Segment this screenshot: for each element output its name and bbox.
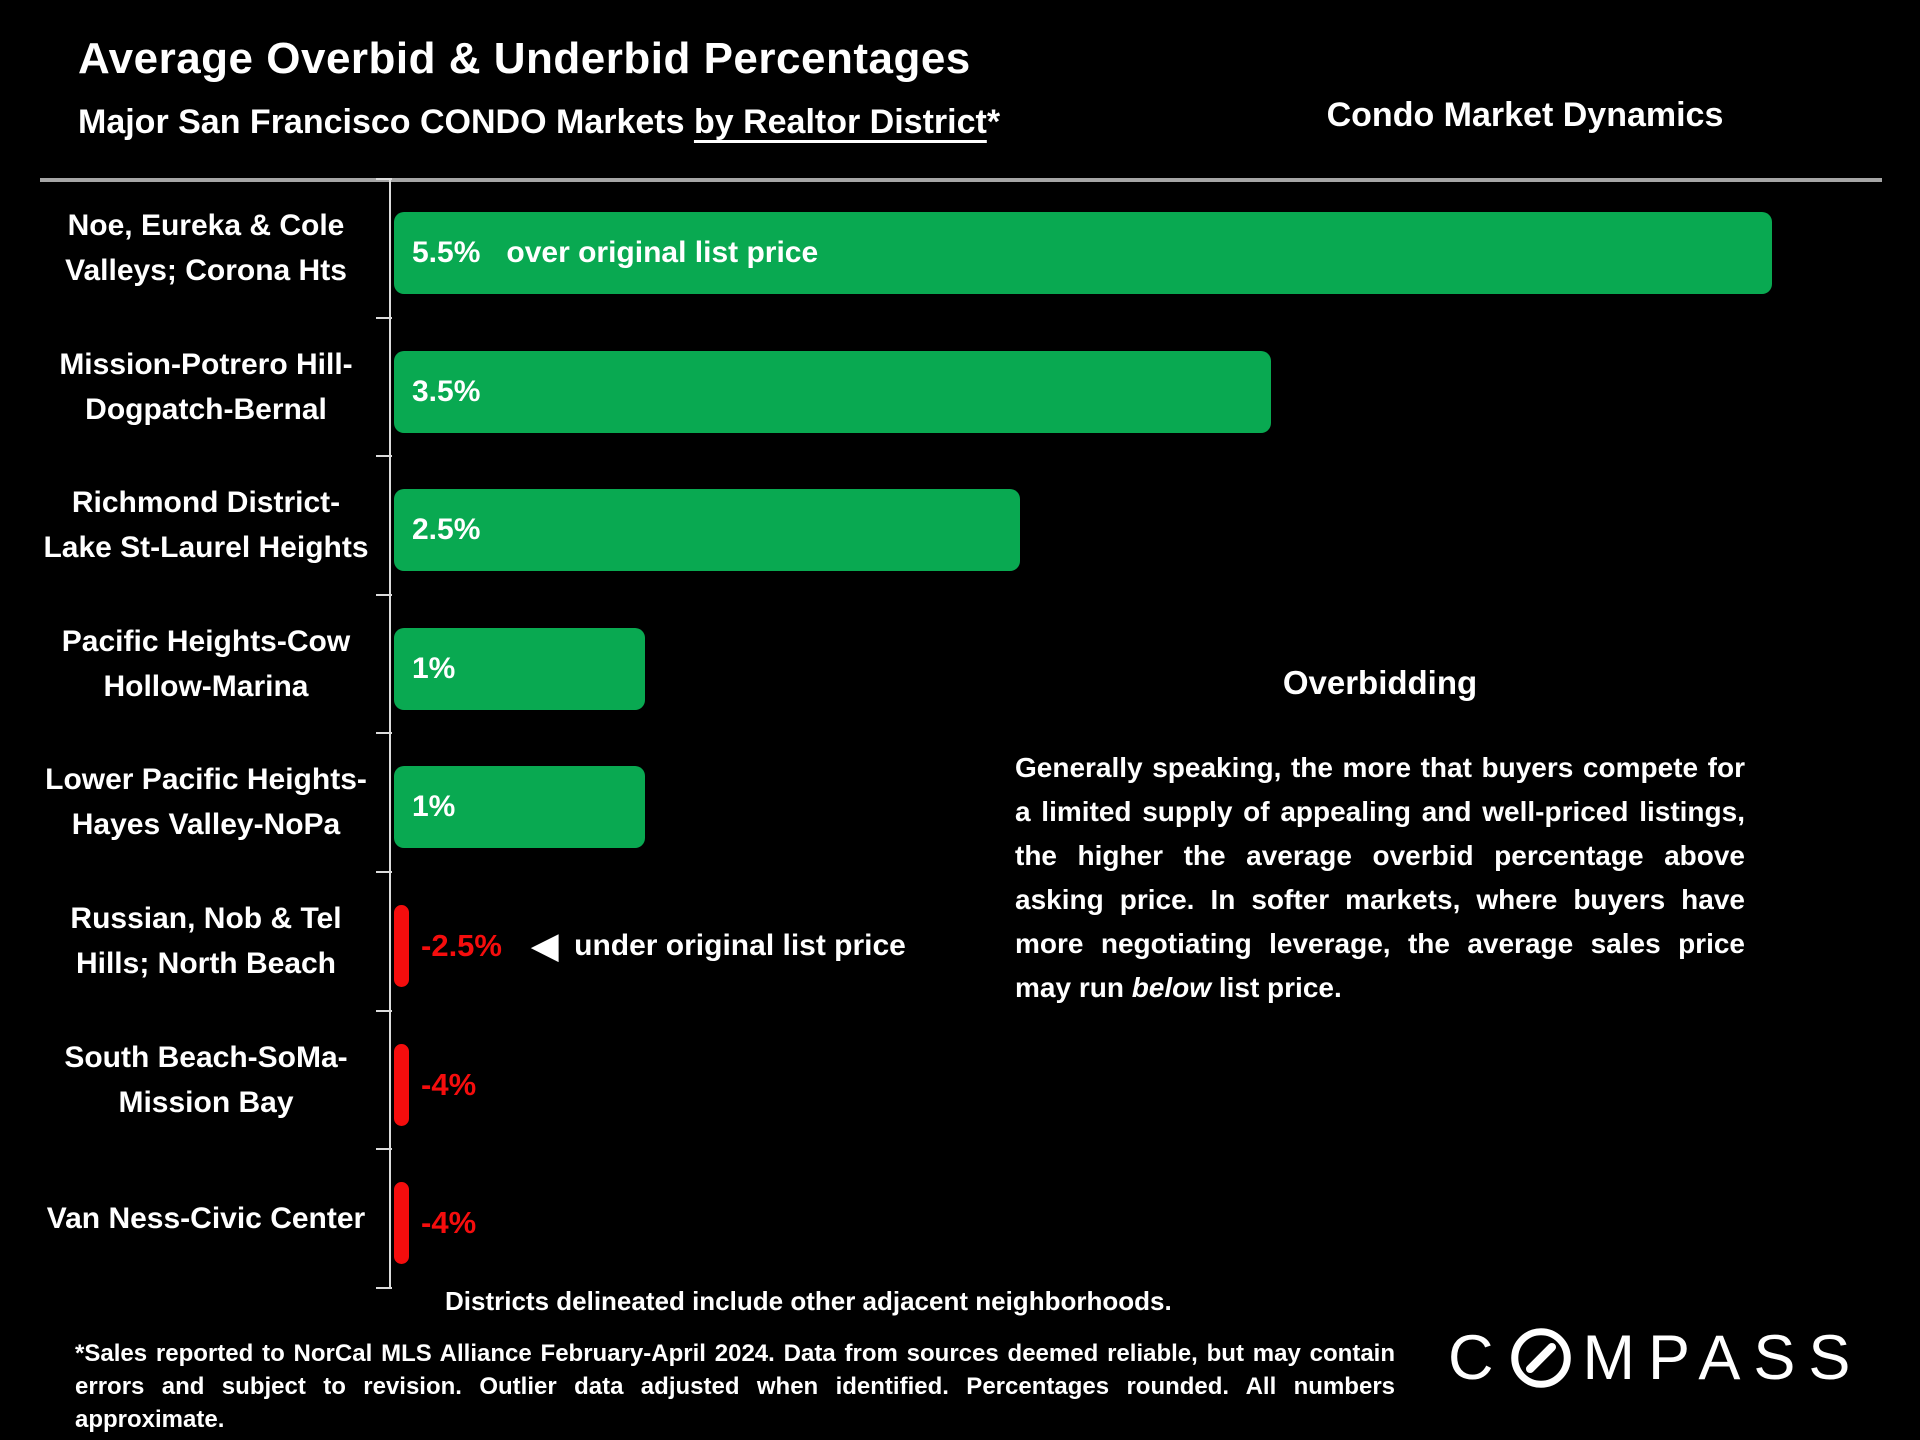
bar-value-label: -2.5% (421, 928, 502, 963)
districts-note: Districts delineated include other adjac… (445, 1286, 1172, 1316)
axis-tick (376, 1010, 392, 1012)
compass-o-needle-icon (1510, 1328, 1571, 1388)
axis-tick (376, 594, 392, 596)
underbid-bar (394, 1182, 409, 1264)
category-label: South Beach-SoMa- Mission Bay (64, 1041, 348, 1119)
panel-paragraph: Generally speaking, the more that buyers… (1015, 746, 1745, 1010)
overbid-bar: 1% (394, 628, 645, 710)
overbid-bar: 1% (394, 766, 645, 848)
bar-value-label: 3.5% (412, 375, 481, 408)
page-subtitle: Major San Francisco CONDO Markets by Rea… (78, 103, 1000, 142)
axis-tick (376, 1148, 392, 1150)
category-label: Richmond District- Lake St-Laurel Heights (43, 486, 369, 564)
axis-tick (376, 178, 392, 180)
bar-value-label: -4% (421, 1205, 477, 1240)
subtitle-underlined: by Realtor District (693, 103, 987, 141)
underbid-label-group: -2.5% ◀ under original list price (421, 905, 906, 987)
section-title: Condo Market Dynamics (1326, 96, 1724, 134)
axis-tick (376, 455, 392, 457)
chart-row: Van Ness-Civic Center -4% (0, 1149, 1920, 1287)
chart-row: Russian, Nob & Tel Hills; North Beach -2.5… (0, 872, 1920, 1010)
underbid-label-group: -4% (421, 1182, 476, 1264)
chart-row: Mission-Potrero Hill- Dogpatch-Bernal 3.5% (0, 318, 1920, 456)
subtitle-prefix: Major San Francisco CONDO Markets (78, 103, 694, 141)
logo-letter-c: C (1448, 1323, 1507, 1393)
axis-tick (376, 317, 392, 319)
paragraph-text: Generally speaking, the more that buyers… (1015, 752, 1745, 1003)
category-label: Pacific Heights-Cow Hollow-Marina (61, 625, 351, 703)
panel-heading: Overbidding (1282, 664, 1478, 701)
underbid-label-group: -4% (421, 1044, 476, 1126)
compass-logo: C MPASS (1448, 1322, 1863, 1394)
category-label: Russian, Nob & Tel Hills; North Beach (70, 902, 342, 980)
over-list-price-annotation: over original list price (506, 236, 819, 269)
axis-tick (376, 1287, 392, 1289)
subtitle-asterisk: * (986, 103, 1001, 141)
category-label: Mission-Potrero Hill- Dogpatch-Bernal (59, 348, 353, 426)
overbid-bar: 2.5% (394, 489, 1020, 571)
bar-chart: Noe, Eureka & Cole Valleys; Corona Hts 5.5… (0, 178, 1920, 1294)
category-label: Noe, Eureka & Cole Valleys; Corona Hts (65, 209, 347, 287)
footnote-line-2: errors and subject to revision. Outlier … (75, 1373, 1395, 1433)
paragraph-text-end: list price. (1211, 972, 1342, 1003)
chart-row: Lower Pacific Heights- Hayes Valley-NoPa 1… (0, 733, 1920, 871)
overbid-bar: 3.5% (394, 351, 1271, 433)
overbid-bar: 5.5% over original list price (394, 212, 1772, 294)
underbid-bar (394, 905, 409, 987)
bar-value-label: 1% (412, 790, 456, 823)
underbid-bar (394, 1044, 409, 1126)
paragraph-italic-word: below (1131, 972, 1212, 1003)
bar-value-label: 1% (412, 652, 456, 685)
logo-letters-mpass: MPASS (1582, 1323, 1864, 1393)
page-title: Average Overbid & Underbid Percentages (78, 34, 971, 83)
axis-tick (376, 871, 392, 873)
axis-tick (376, 732, 392, 734)
left-triangle-icon: ◀ (531, 927, 559, 965)
footnote: *Sales reported to NorCal MLS Alliance F… (75, 1337, 1395, 1436)
bar-value-label: 5.5% (412, 236, 481, 269)
category-label: Van Ness-Civic Center (46, 1201, 366, 1235)
chart-row: Noe, Eureka & Cole Valleys; Corona Hts 5.5… (0, 179, 1920, 317)
under-list-price-annotation: under original list price (574, 929, 906, 962)
chart-row: Richmond District- Lake St-Laurel Heights… (0, 456, 1920, 594)
header-divider (40, 178, 1882, 182)
category-label: Lower Pacific Heights- Hayes Valley-NoPa (45, 763, 367, 841)
chart-row: Pacific Heights-Cow Hollow-Marina 1% (0, 595, 1920, 733)
footnote-line-1: *Sales reported to NorCal MLS Alliance F… (75, 1340, 1395, 1367)
bar-value-label: -4% (421, 1067, 477, 1102)
bar-value-label: 2.5% (412, 513, 481, 546)
chart-row: South Beach-SoMa- Mission Bay -4% (0, 1011, 1920, 1149)
